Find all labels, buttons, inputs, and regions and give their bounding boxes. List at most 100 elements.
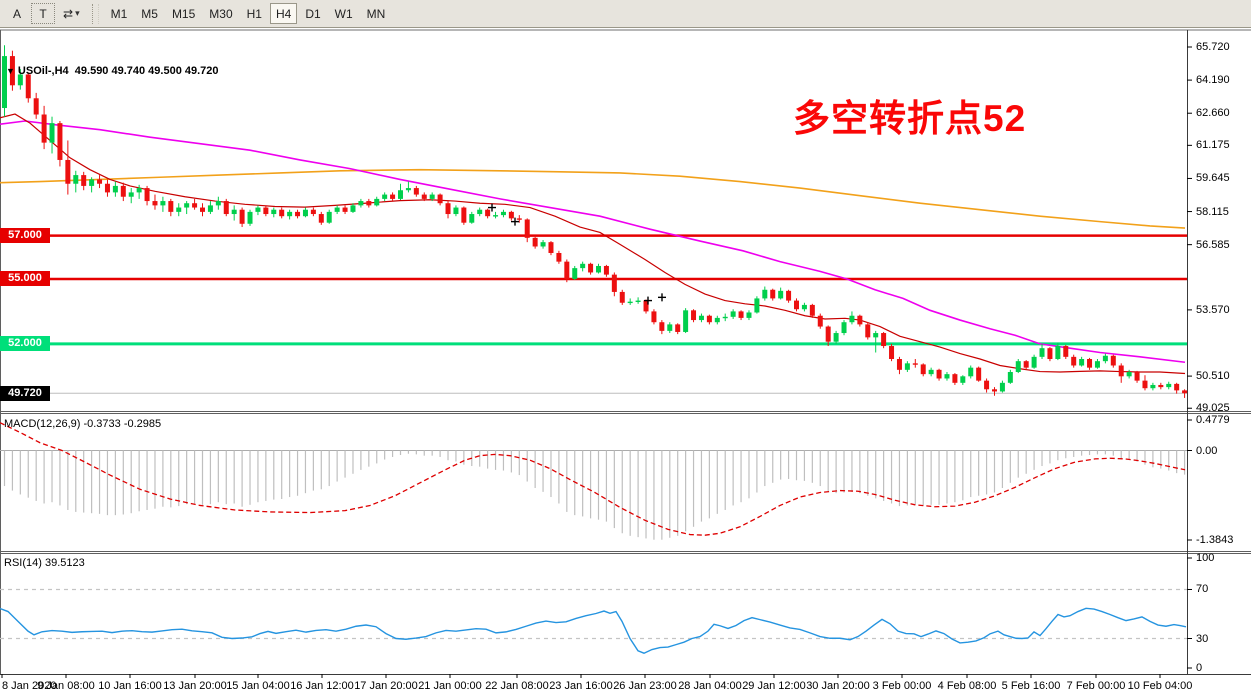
price-tick-label: 65.720 — [1196, 41, 1230, 53]
candle-body — [128, 192, 134, 197]
candle-body — [928, 369, 934, 375]
timeframe-w1-button[interactable]: W1 — [334, 6, 353, 21]
rsi-tick-label: 0 — [1196, 662, 1203, 674]
candle-body — [318, 214, 324, 223]
timeframe-m1-button[interactable]: M1 — [110, 6, 128, 21]
candle-body — [1134, 371, 1140, 381]
macd-indicator-label: MACD(12,26,9) -0.3733 -0.2985 — [4, 418, 162, 430]
chart-plot[interactable] — [0, 29, 1251, 696]
candle-body — [1150, 384, 1156, 389]
arrows-dropdown-button[interactable]: ⇄ ▾ — [63, 6, 80, 21]
candle-body — [1079, 359, 1085, 366]
candle-body — [889, 346, 895, 360]
candle-body — [564, 261, 570, 279]
price-tick-label: 49.025 — [1196, 402, 1230, 415]
chart-area[interactable]: ▼ USOil-,H4 49.590 49.740 49.500 49.720 多… — [0, 29, 1251, 696]
candle-body — [65, 159, 71, 184]
candle-body — [778, 290, 784, 299]
timeframe-d1-button[interactable]: D1 — [305, 6, 321, 21]
candle-body — [588, 263, 594, 273]
price-level-badge: 52.000 — [0, 336, 50, 352]
candle-body — [350, 205, 356, 212]
candle-body — [849, 315, 855, 323]
candle-body — [168, 201, 174, 212]
candle-body — [1158, 384, 1164, 388]
cursor-a-button[interactable]: A — [12, 6, 21, 21]
ma-fast-red-line — [0, 113, 1186, 375]
candle-body — [326, 211, 332, 223]
candle-body — [912, 363, 918, 365]
candle-body — [809, 304, 815, 316]
candle-body — [255, 207, 261, 212]
candle-body — [287, 211, 293, 217]
timeframe-mn-button[interactable]: MN — [366, 6, 386, 21]
candle-body — [1015, 361, 1021, 372]
candle-body — [366, 201, 372, 206]
candle-body — [1087, 359, 1093, 368]
candle-body — [1094, 361, 1100, 368]
chevron-down-icon: ▾ — [75, 8, 80, 18]
candle-body — [801, 304, 807, 310]
candle-body — [239, 209, 245, 224]
time-axis-label: 17 Jan 20:00 — [354, 680, 418, 692]
chevron-down-icon: ▼ — [6, 66, 15, 76]
candle-body — [160, 201, 166, 206]
candle-body — [25, 74, 31, 99]
candle-body — [1110, 355, 1116, 366]
macd-tick-label: 0.4779 — [1196, 414, 1230, 426]
timeframe-m15-button[interactable]: M15 — [171, 6, 196, 21]
time-axis-label: 3 Feb 00:00 — [872, 680, 932, 692]
price-tick-label: 61.175 — [1196, 139, 1230, 152]
candle-body — [936, 369, 942, 379]
candle-body — [786, 290, 792, 301]
candle-body — [382, 194, 388, 199]
price-tick-label: 58.115 — [1196, 205, 1229, 218]
candle-body — [144, 188, 150, 202]
timeframe-m30-button[interactable]: M30 — [209, 6, 233, 21]
candle-body — [1182, 390, 1188, 394]
price-tick-label: 50.510 — [1196, 370, 1230, 383]
candle-body — [17, 74, 23, 86]
candle-body — [398, 190, 403, 199]
candle-body — [215, 201, 221, 206]
candle-body — [714, 317, 720, 323]
candle-body — [984, 380, 990, 390]
time-axis-label: 22 Jan 08:00 — [485, 680, 549, 692]
candle-body — [176, 207, 182, 212]
candle-body — [730, 311, 736, 317]
candle-body — [572, 268, 578, 279]
text-tool-button[interactable]: T — [31, 3, 55, 24]
timeframe-m5-button[interactable]: M5 — [141, 6, 158, 21]
timeframe-h1-button[interactable]: H1 — [246, 6, 262, 21]
candle-body — [596, 265, 601, 273]
price-level-badge: 55.000 — [0, 271, 50, 287]
candle-body — [865, 324, 871, 338]
candle-body — [112, 185, 118, 193]
candle-body — [516, 218, 522, 220]
symbol-name: USOil-,H4 — [17, 65, 69, 77]
candle-body — [833, 333, 839, 342]
candle-body — [500, 211, 506, 216]
chart-annotation-text[interactable]: 多空转折点52 — [793, 98, 1027, 139]
rsi-indicator-label: RSI(14) 39.5123 — [4, 557, 85, 569]
candle-body — [1063, 346, 1069, 357]
candle-body — [231, 209, 237, 215]
candle-body — [524, 219, 530, 238]
price-level-badge: 49.720 — [0, 385, 50, 401]
time-axis-label: 10 Jan 16:00 — [98, 680, 162, 692]
timeframe-h4-button[interactable]: H4 — [269, 3, 298, 24]
candle-body — [738, 311, 744, 318]
candle-body — [104, 183, 110, 193]
candle-body — [310, 209, 316, 215]
candle-body — [992, 389, 997, 392]
candle-body — [390, 194, 396, 199]
candle-body — [857, 315, 863, 325]
candle-body — [429, 194, 435, 199]
candle-body — [881, 333, 887, 347]
candle-body — [540, 242, 546, 247]
candle-body — [405, 188, 411, 191]
candle-body — [762, 289, 768, 299]
candle-body — [508, 211, 514, 219]
candle-body — [651, 311, 657, 323]
